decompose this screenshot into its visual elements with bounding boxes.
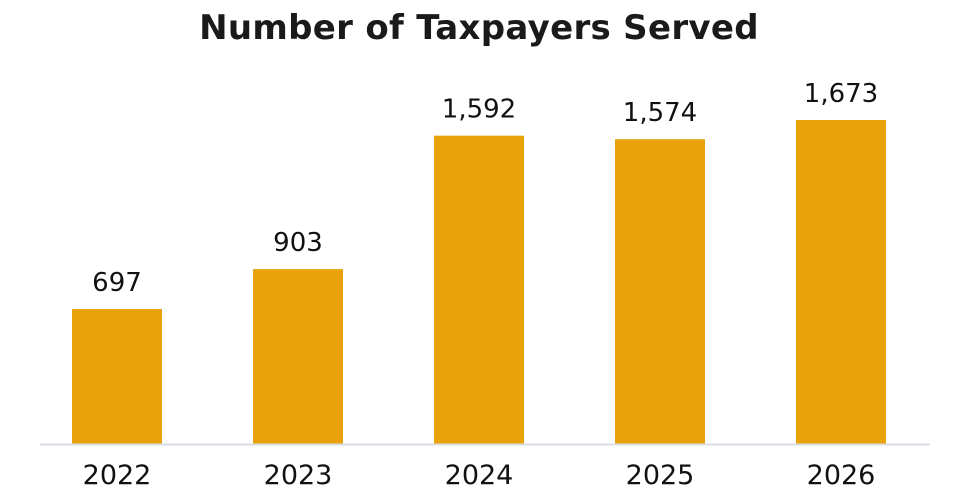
bar-2022 xyxy=(72,309,162,444)
x-tick-label-2022: 2022 xyxy=(83,460,152,491)
x-tick-label-2025: 2025 xyxy=(626,460,695,491)
x-tick-label-2026: 2026 xyxy=(807,460,876,491)
data-label-2024: 1,592 xyxy=(442,95,516,125)
value-labels-group: 697 903 1,592 1,574 1,673 xyxy=(92,79,878,298)
data-label-2022: 697 xyxy=(92,268,142,298)
bars-group xyxy=(72,120,886,445)
x-tick-labels-group: 2022 2023 2024 2025 2026 xyxy=(83,460,876,491)
bar-2025 xyxy=(615,139,705,445)
x-tick-label-2024: 2024 xyxy=(445,460,514,491)
chart-title: Number of Taxpayers Served xyxy=(199,8,759,48)
x-tick-label-2023: 2023 xyxy=(264,460,333,491)
bar-2023 xyxy=(253,269,343,444)
data-label-2023: 903 xyxy=(273,228,323,258)
bar-2024 xyxy=(434,135,524,445)
bar-2026 xyxy=(796,120,886,444)
data-label-2025: 1,574 xyxy=(623,98,697,128)
data-label-2026: 1,673 xyxy=(804,79,878,109)
